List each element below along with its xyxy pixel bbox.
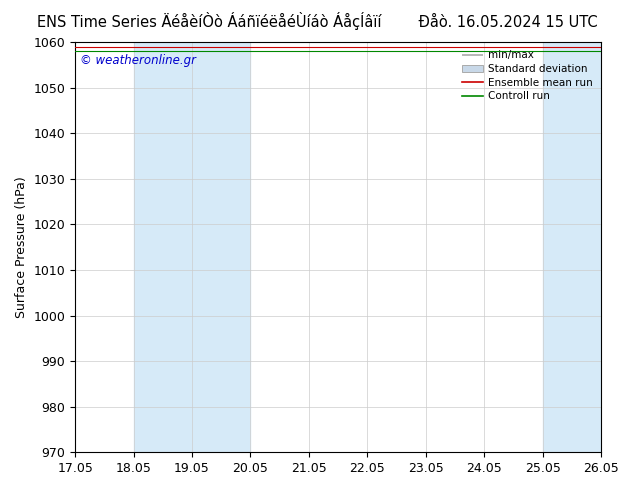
Y-axis label: Surface Pressure (hPa): Surface Pressure (hPa) — [15, 176, 28, 318]
Text: ENS Time Series ÄéåèíÒò ÁáñïéëåéÙíáò ÁåçÍâïí        Đåò. 16.05.2024 15 UTC: ENS Time Series ÄéåèíÒò ÁáñïéëåéÙíáò Áåç… — [37, 12, 597, 30]
Text: © weatheronline.gr: © weatheronline.gr — [81, 54, 197, 67]
Bar — [134, 42, 250, 452]
Bar — [543, 42, 630, 452]
Legend: min/max, Standard deviation, Ensemble mean run, Controll run: min/max, Standard deviation, Ensemble me… — [459, 47, 596, 104]
